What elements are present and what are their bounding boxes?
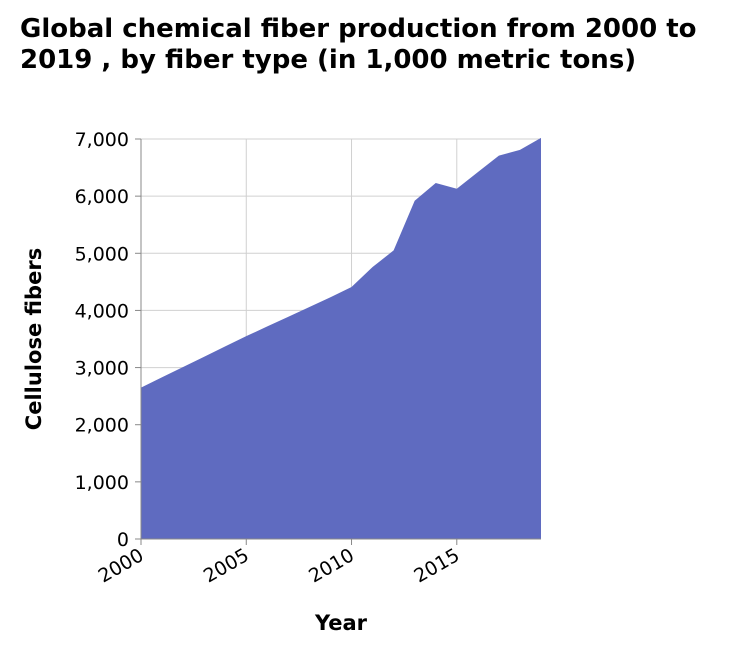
y-tick-label: 7,000 [75, 129, 129, 151]
x-tick-label: 2010 [305, 544, 358, 587]
area-series [141, 137, 541, 540]
y-tick-label: 1,000 [75, 472, 129, 494]
chart-title: Global chemical fiber production from 20… [20, 14, 697, 75]
x-tick-label: 2015 [410, 544, 463, 587]
y-tick-label: 5,000 [75, 243, 129, 265]
y-axis-title: Cellulose fibers [22, 248, 46, 430]
y-tick-label: 6,000 [75, 186, 129, 208]
y-tick-label: 3,000 [75, 358, 129, 380]
y-tick-label: 4,000 [75, 300, 129, 322]
x-axis-title: Year [314, 611, 368, 635]
cellulose-fibers-area [141, 137, 541, 540]
y-tick-label: 0 [117, 529, 129, 551]
axes [135, 138, 541, 545]
y-tick-label: 2,000 [75, 415, 129, 437]
x-tick-label: 2005 [200, 544, 253, 587]
